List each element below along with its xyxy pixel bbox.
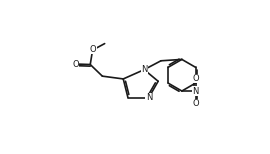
Text: O: O [72,60,79,69]
Text: O: O [193,74,199,83]
Text: N: N [141,65,147,74]
Text: N: N [193,87,199,95]
Text: O: O [193,99,199,108]
Text: O: O [89,45,96,54]
Text: N: N [146,93,152,102]
